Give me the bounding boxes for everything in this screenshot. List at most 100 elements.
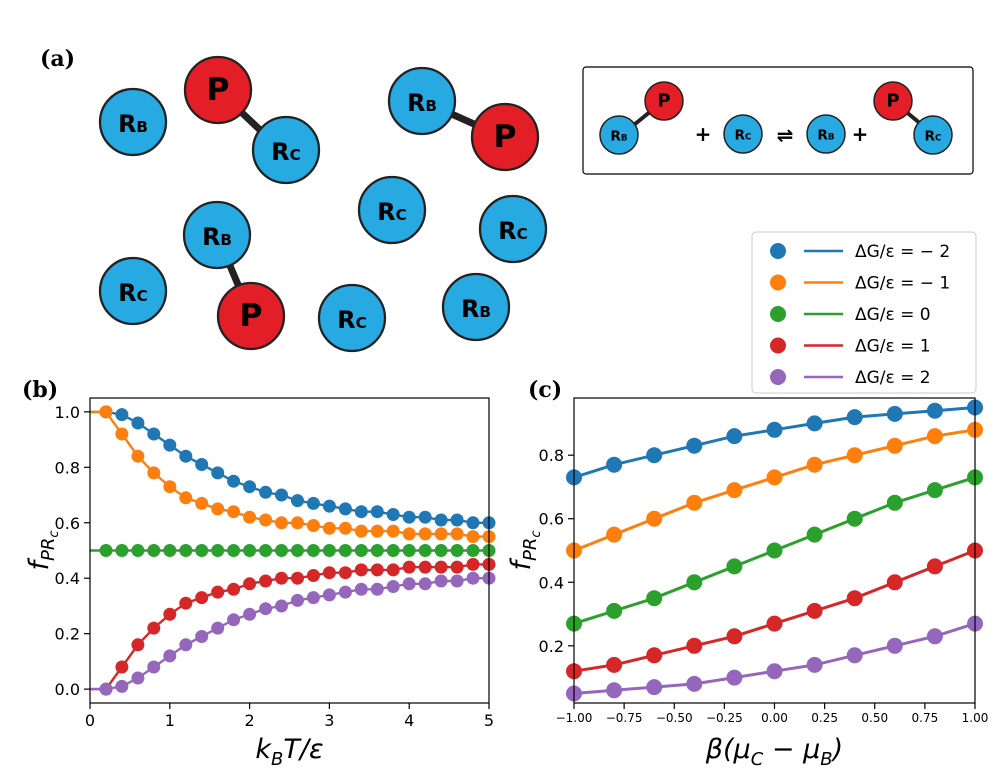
- series-5: [90, 571, 496, 696]
- data-point: [322, 499, 336, 513]
- reaction-plus-1: +: [695, 122, 712, 146]
- data-point: [926, 558, 943, 575]
- molecule-rb-1: RB: [98, 87, 168, 157]
- x-tick-label: 0.50: [861, 711, 888, 725]
- data-point: [259, 544, 273, 557]
- data-point: [131, 449, 145, 463]
- data-point: [434, 513, 448, 527]
- data-point: [115, 679, 129, 693]
- chart-b: 0 1 2 3 4 5 0.0 0.2 0.4 0.6 0.8 1.0 kBT/ε fPRc: [24, 397, 496, 770]
- data-point: [726, 482, 743, 499]
- data-point: [115, 544, 129, 557]
- x-tick-label: 0.00: [761, 711, 788, 725]
- molecule-rc-7-circle: [478, 194, 548, 264]
- data-point: [466, 516, 480, 530]
- reaction-p-2: P: [873, 81, 913, 121]
- x-tick-label: 0.25: [811, 711, 838, 725]
- data-point: [322, 544, 336, 557]
- data-point: [370, 544, 384, 557]
- data-point: [259, 574, 273, 588]
- data-point: [354, 582, 368, 596]
- data-point: [606, 526, 623, 543]
- legend-box: [751, 231, 977, 394]
- legend-marker: [770, 274, 786, 291]
- data-point: [163, 438, 177, 452]
- molecule-p-2-circle: [183, 55, 253, 125]
- legend-entry-2: ΔG/ε = − 1: [770, 274, 950, 294]
- data-point: [926, 628, 943, 645]
- data-point: [354, 563, 368, 577]
- data-point: [147, 621, 161, 635]
- reaction-p-1-label: P: [657, 91, 670, 112]
- series-4: [90, 557, 496, 696]
- molecule-rb-4-circle: [387, 66, 457, 136]
- data-point: [370, 563, 384, 577]
- data-point: [726, 428, 743, 445]
- y-tick-label: 0.6: [539, 510, 564, 529]
- reaction-p-2-label: P: [886, 91, 899, 112]
- series-3: [566, 469, 983, 632]
- x-tick-label: 3: [324, 711, 334, 730]
- data-point: [131, 544, 145, 557]
- data-point: [243, 480, 257, 494]
- data-point: [227, 544, 241, 557]
- data-point: [227, 613, 241, 627]
- data-point: [227, 505, 241, 519]
- data-point: [466, 544, 480, 557]
- data-point: [275, 571, 288, 585]
- legend-label: ΔG/ε = 1: [855, 337, 931, 357]
- data-point: [163, 607, 177, 621]
- data-point: [306, 591, 320, 605]
- data-point: [211, 544, 225, 557]
- data-point: [766, 615, 783, 632]
- data-point: [163, 480, 177, 494]
- data-point: [354, 524, 368, 538]
- y-tick-label: 0.8: [55, 458, 80, 477]
- reaction-rb-1-circle: [599, 115, 639, 155]
- reaction-rb-2: RB: [806, 114, 846, 154]
- reaction-rb-1: RB: [599, 115, 639, 155]
- x-axis-label: β(μC − μB): [705, 734, 843, 770]
- data-point: [886, 637, 903, 654]
- data-point: [211, 621, 225, 635]
- data-point: [338, 566, 352, 580]
- chart-c: −1.00 −0.75 −0.50 −0.25 0.00 0.25 0.50 0.75 1.00…: [506, 397, 988, 770]
- data-point: [243, 577, 257, 591]
- data-point: [766, 421, 783, 438]
- data-point: [606, 456, 623, 473]
- data-point: [131, 671, 145, 685]
- data-point: [370, 582, 384, 596]
- molecule-rc-10-circle: [98, 256, 168, 326]
- x-tick-label: −0.50: [656, 711, 693, 725]
- data-point: [275, 599, 288, 613]
- data-point: [370, 524, 384, 538]
- x-tick-label: −0.25: [706, 711, 743, 725]
- legend-label: ΔG/ε = − 2: [855, 242, 950, 262]
- reaction-rc-2-circle: [913, 115, 953, 155]
- reaction-rc-2: RC: [913, 115, 953, 155]
- x-tick-label: 0.75: [912, 711, 939, 725]
- data-point: [806, 456, 823, 473]
- data-point: [646, 590, 663, 607]
- data-point: [418, 527, 432, 541]
- data-point: [338, 585, 352, 599]
- molecule-p-9-label: P: [240, 298, 263, 334]
- data-point: [450, 513, 464, 527]
- x-tick-label: 0: [85, 711, 95, 730]
- data-point: [243, 510, 257, 524]
- data-point: [259, 513, 273, 527]
- legend-entry-1: ΔG/ε = − 2: [770, 242, 950, 262]
- data-point: [434, 527, 448, 541]
- data-point: [686, 574, 703, 591]
- data-point: [450, 544, 464, 557]
- y-tick-label: 0.2: [55, 625, 80, 644]
- data-point: [846, 647, 863, 664]
- data-point: [99, 405, 113, 419]
- data-point: [195, 458, 209, 471]
- data-point: [806, 602, 823, 619]
- data-point: [726, 669, 743, 686]
- data-point: [115, 660, 129, 674]
- data-point: [306, 569, 320, 582]
- data-point: [386, 544, 400, 557]
- molecule-rc-11: RC: [317, 283, 387, 353]
